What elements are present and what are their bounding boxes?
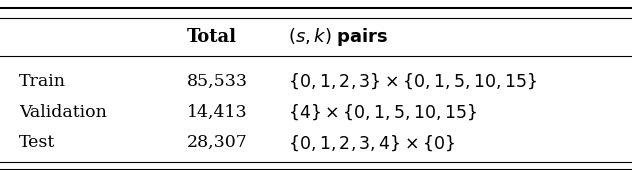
Text: $(s, k)$ $\mathbf{pairs}$: $(s, k)$ $\mathbf{pairs}$ [288,26,388,48]
Text: 28,307: 28,307 [186,134,247,151]
Text: Total: Total [186,28,236,46]
Text: 85,533: 85,533 [186,73,248,90]
Text: $\{0,1,2,3,4\}\times\{0\}$: $\{0,1,2,3,4\}\times\{0\}$ [288,133,455,152]
Text: Train: Train [19,73,66,90]
Text: Validation: Validation [19,104,107,121]
Text: $\{4\}\times\{0,1,5,10,15\}$: $\{4\}\times\{0,1,5,10,15\}$ [288,103,477,122]
Text: 14,413: 14,413 [186,104,247,121]
Text: Test: Test [19,134,55,151]
Text: $\{0,1,2,3\}\times\{0,1,5,10,15\}$: $\{0,1,2,3\}\times\{0,1,5,10,15\}$ [288,72,537,91]
